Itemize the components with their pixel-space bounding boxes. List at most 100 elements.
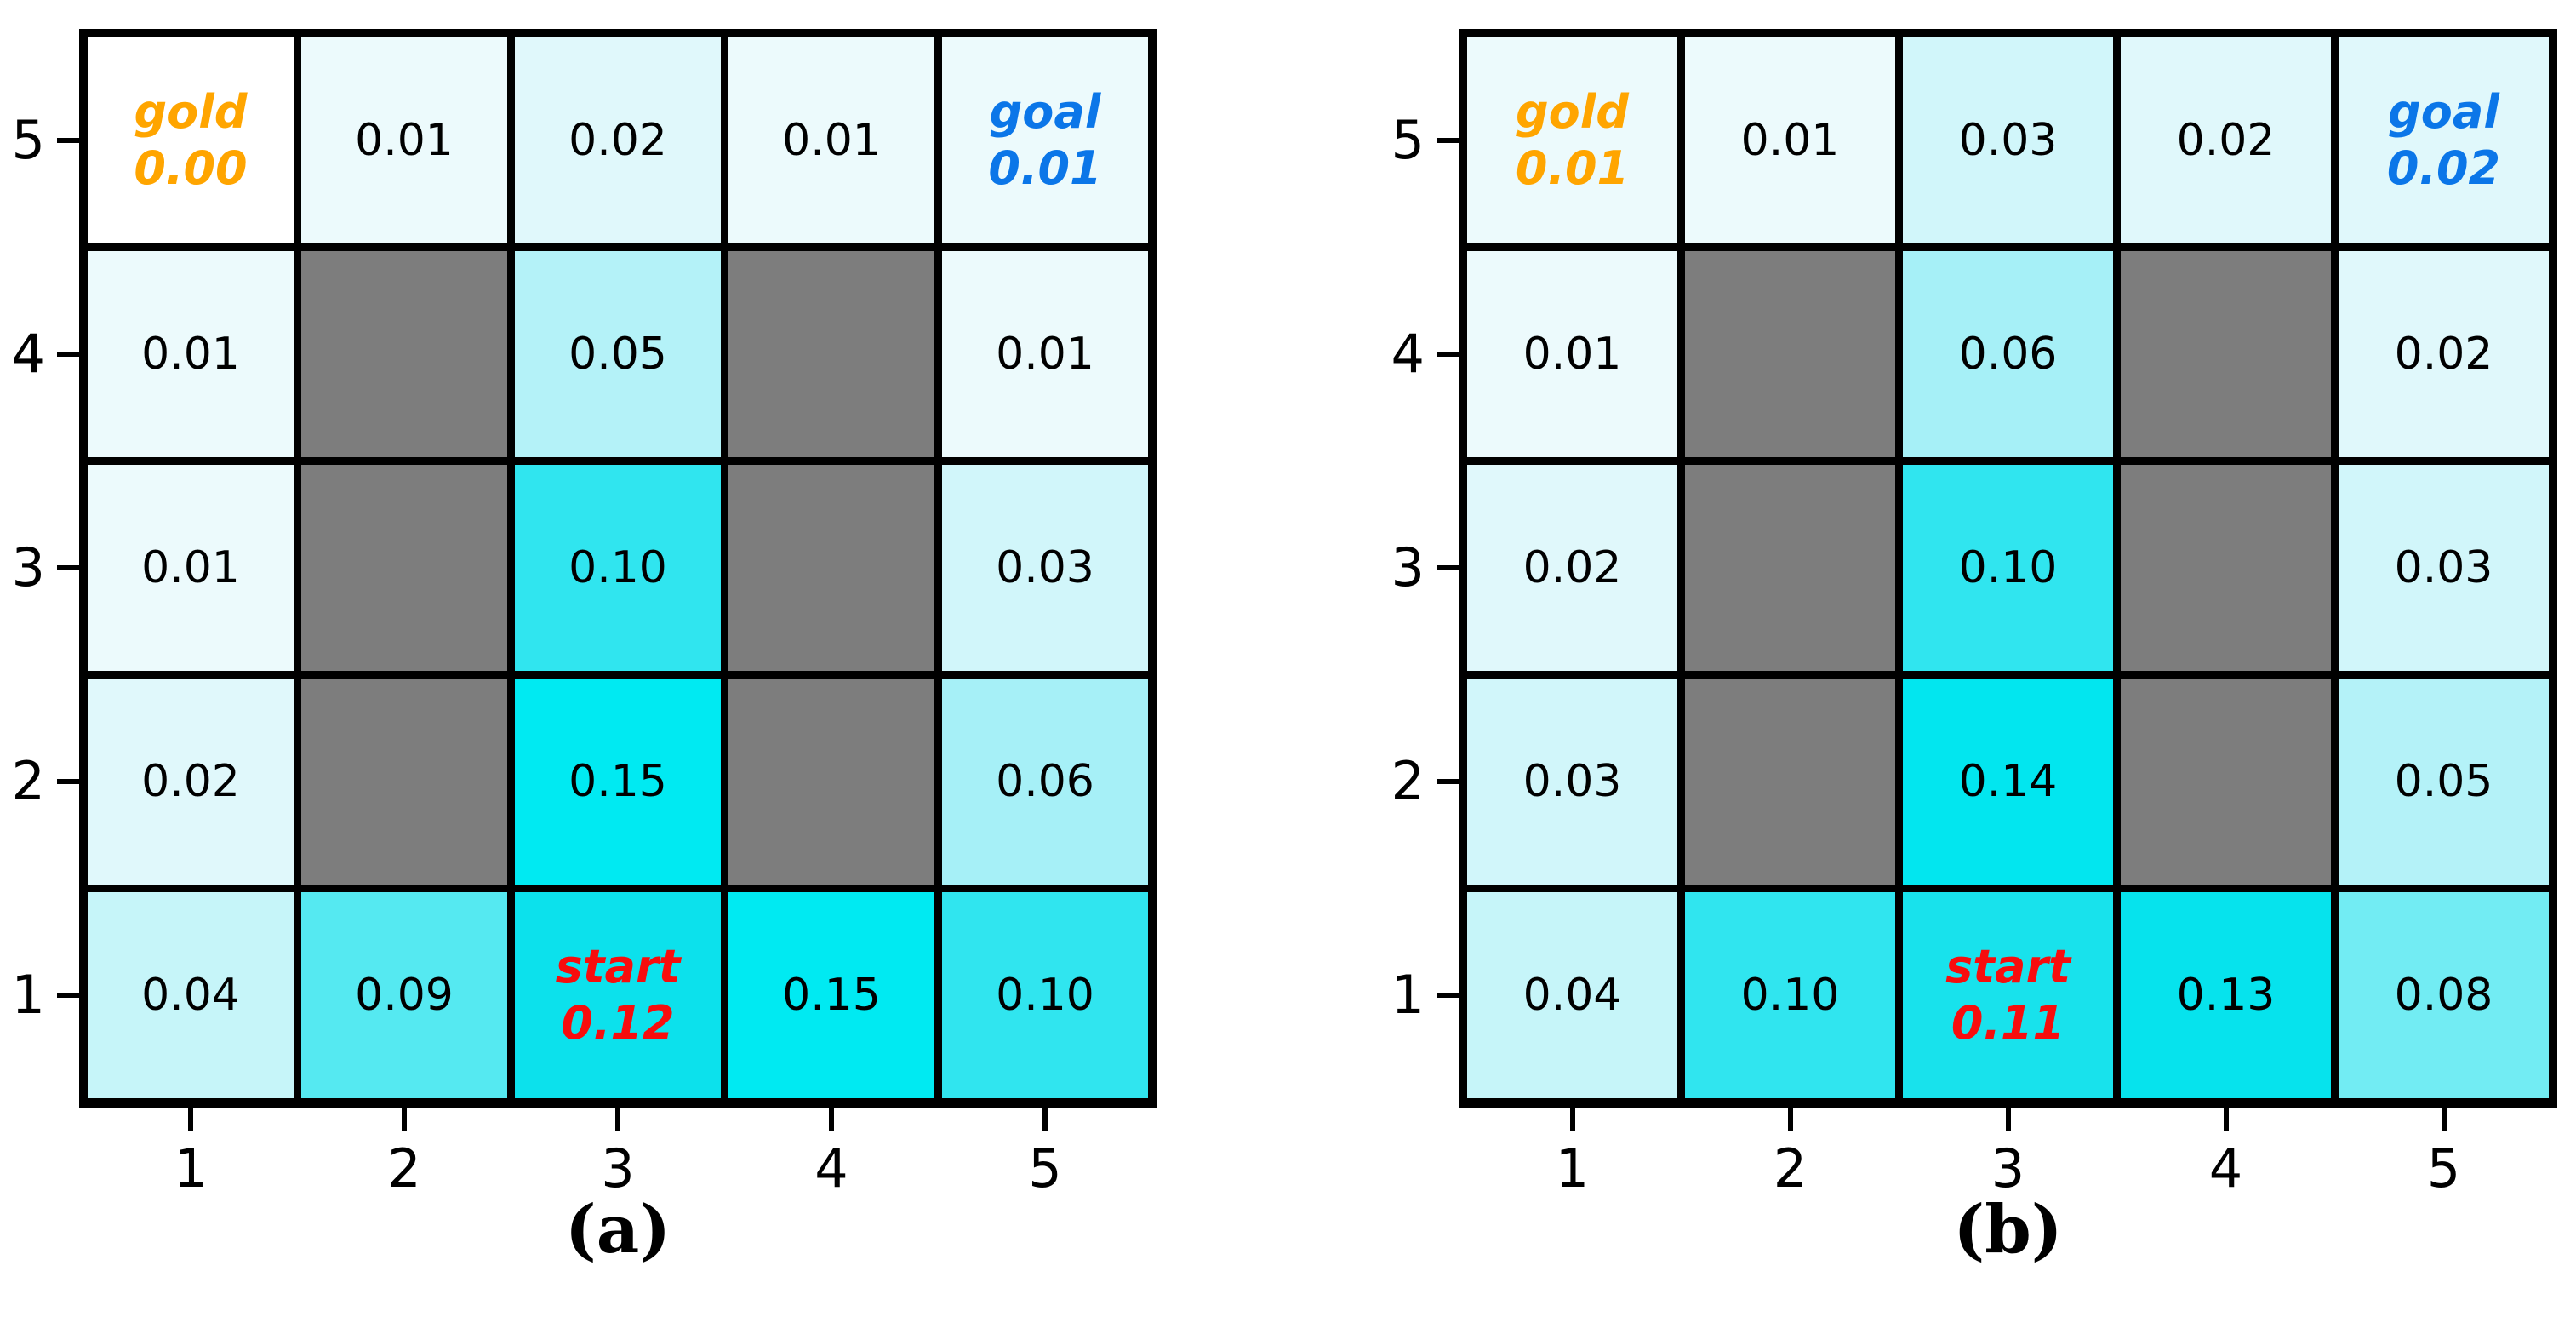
x-tick [2441,1108,2447,1131]
value-cell-x5-y3: 0.03 [942,465,1148,671]
wall-cell-x4-y4 [2121,251,2331,457]
y-tick-label: 3 [11,536,45,598]
value-cell-x5-y1: 0.08 [2339,892,2549,1098]
wall-cell-x2-y2 [1685,679,1895,885]
gold-cell: gold 0.01 [1467,37,1677,243]
x-tick-label: 2 [1773,1137,1808,1200]
x-tick [1787,1108,1793,1131]
y-tick-label: 4 [11,323,45,385]
x-tick [1569,1108,1575,1131]
goal-cell: goal 0.02 [2339,37,2549,243]
start-cell: start 0.12 [515,892,721,1098]
value-cell-x1-y1: 0.04 [88,892,294,1098]
goal-cell: goal 0.01 [942,37,1148,243]
goal-value: 0.01 [988,141,1102,195]
value-cell-x2-y5: 0.01 [1685,37,1895,243]
start-value: 0.12 [561,996,675,1050]
grid-b: gold 0.01 0.01 0.03 0.02 goal 0.02 0.01 0.06 0.02… [1459,29,2557,1108]
start-value: 0.11 [1951,996,2065,1050]
panel-a: gold 0.00 0.01 0.02 0.01 goal 0.01 0.01 0.05 0.01… [11,29,1157,1268]
value-cell-x2-y1: 0.10 [1685,892,1895,1098]
gold-value: 0.00 [134,141,248,195]
y-tick-label: 3 [1391,536,1425,598]
x-tick [2005,1108,2011,1131]
value-cell-x2-y1: 0.09 [301,892,507,1098]
value-cell-x3-y2: 0.15 [515,679,721,885]
value-cell-x3-y4: 0.05 [515,251,721,457]
value-cell-x4-y1: 0.13 [2121,892,2331,1098]
x-tick-label: 4 [2208,1137,2243,1200]
value-cell-x1-y2: 0.03 [1467,679,1677,885]
value-cell-x5-y1: 0.10 [942,892,1148,1098]
wall-cell-x2-y4 [301,251,507,457]
value-cell-x3-y5: 0.03 [1903,37,2113,243]
wall-cell-x2-y3 [1685,465,1895,671]
wall-cell-x2-y4 [1685,251,1895,457]
y-tick [57,779,79,784]
value-cell-x3-y4: 0.06 [1903,251,2113,457]
wall-cell-x4-y4 [728,251,934,457]
y-tick-label: 5 [11,109,45,171]
panel-a-caption: (a) [564,1191,671,1268]
x-tick-label: 1 [174,1137,208,1200]
value-cell-x1-y3: 0.02 [1467,465,1677,671]
value-cell-x3-y3: 0.10 [1903,465,2113,671]
y-tick [1437,565,1459,570]
y-tick-label: 4 [1391,323,1425,385]
goal-value: 0.02 [2386,141,2501,195]
y-tick [1437,993,1459,998]
value-cell-x4-y5: 0.02 [2121,37,2331,243]
grid-a: gold 0.00 0.01 0.02 0.01 goal 0.01 0.01 0.05 0.01… [79,29,1157,1108]
panel-b-caption: (b) [1953,1191,2063,1268]
y-tick [1437,352,1459,357]
value-cell-x4-y1: 0.15 [728,892,934,1098]
value-cell-x4-y5: 0.01 [728,37,934,243]
start-label: start [555,940,681,994]
value-cell-x5-y4: 0.02 [2339,251,2549,457]
y-tick-label: 1 [1391,964,1425,1026]
x-tick [188,1108,193,1131]
value-cell-x3-y2: 0.14 [1903,679,2113,885]
goal-label: goal [2388,85,2499,140]
value-cell-x3-y5: 0.02 [515,37,721,243]
value-cell-x1-y1: 0.04 [1467,892,1677,1098]
x-tick-label: 5 [2426,1137,2461,1200]
y-tick [57,352,79,357]
value-cell-x1-y3: 0.01 [88,465,294,671]
value-cell-x5-y4: 0.01 [942,251,1148,457]
y-tick-label: 2 [11,750,45,812]
x-tick-label: 3 [601,1137,635,1200]
x-tick-label: 5 [1028,1137,1062,1200]
x-tick-label: 3 [1991,1137,2025,1200]
gold-value: 0.01 [1515,141,1630,195]
goal-label: goal [989,85,1101,140]
wall-cell-x2-y3 [301,465,507,671]
gold-label: gold [1516,85,1629,140]
value-cell-x5-y3: 0.03 [2339,465,2549,671]
wall-cell-x4-y2 [728,679,934,885]
y-tick [57,138,79,143]
value-cell-x1-y2: 0.02 [88,679,294,885]
start-cell: start 0.11 [1903,892,2113,1098]
x-tick-label: 2 [387,1137,421,1200]
y-tick [1437,779,1459,784]
x-tick-label: 4 [814,1137,848,1200]
x-tick-label: 1 [1555,1137,1590,1200]
wall-cell-x2-y2 [301,679,507,885]
y-tick-label: 2 [1391,750,1425,812]
gold-cell: gold 0.00 [88,37,294,243]
value-cell-x1-y4: 0.01 [1467,251,1677,457]
x-tick [1042,1108,1048,1131]
value-cell-x1-y4: 0.01 [88,251,294,457]
value-cell-x5-y2: 0.05 [2339,679,2549,885]
y-tick-label: 5 [1391,109,1425,171]
wall-cell-x4-y3 [2121,465,2331,671]
x-tick [829,1108,834,1131]
wall-cell-x4-y2 [2121,679,2331,885]
value-cell-x2-y5: 0.01 [301,37,507,243]
gold-label: gold [134,85,248,140]
value-cell-x5-y2: 0.06 [942,679,1148,885]
y-tick [57,565,79,570]
panel-b: gold 0.01 0.01 0.03 0.02 goal 0.02 0.01 0.06 0.02… [1288,0,2575,1317]
